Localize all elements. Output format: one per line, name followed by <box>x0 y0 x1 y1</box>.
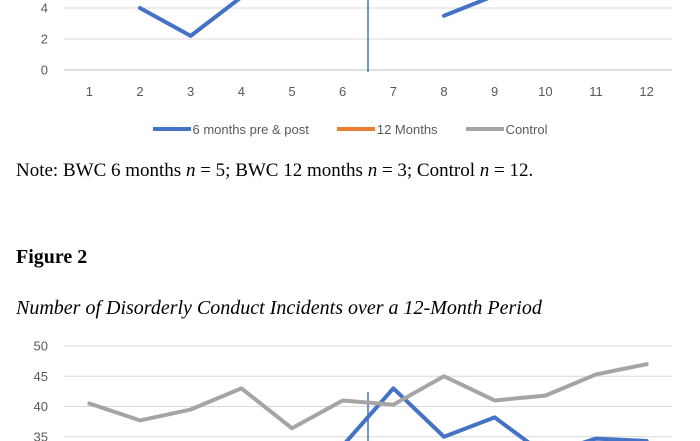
bottom-y-tick-label: 35 <box>34 429 48 441</box>
bottom-series-0-line-0 <box>344 386 649 441</box>
bottom-y-tick-label: 50 <box>34 339 48 354</box>
figure1-chart: 024 1 2 3 4 5 6 7 8 9 10 11 12 <box>41 0 672 99</box>
top-x-tick-label: 3 <box>187 84 194 99</box>
top-x-tick-label: 5 <box>288 84 295 99</box>
top-y-tick-label: 2 <box>41 32 48 47</box>
legend-label-12-months: 12 Months <box>376 121 438 137</box>
note-n1-var: n <box>185 160 196 181</box>
bottom-y-tick-label: 40 <box>34 399 48 414</box>
legend-item-control: Control <box>465 121 548 137</box>
figure1-legend: 6 months pre & post 12 Months Control <box>0 118 700 140</box>
legend-swatch-12-months <box>336 127 375 131</box>
bottom-y-ticks: 35 40 45 50 <box>34 339 48 441</box>
top-x-tick-label: 9 <box>491 84 498 99</box>
top-x-tick-label: 4 <box>238 84 245 99</box>
top-x-tick-label: 8 <box>440 84 447 99</box>
bottom-series <box>87 362 649 441</box>
top-x-tick-label: 1 <box>86 84 93 99</box>
top-y-ticks: 0 2 4 <box>41 1 48 78</box>
note-n1-rest: = 5; BWC 12 months <box>195 160 368 181</box>
top-x-tick-label: 7 <box>390 84 397 99</box>
top-y-tick-label: 4 <box>41 1 48 16</box>
figure2-chart: 35 40 45 50 <box>34 339 672 441</box>
top-series-0-line-0 <box>138 0 241 38</box>
top-x-tick-label: 12 <box>639 84 653 99</box>
top-x-tick-label: 10 <box>538 84 552 99</box>
note-n3-var: n <box>479 160 490 181</box>
figure2-label: Figure 2 <box>16 246 88 268</box>
figure1-note: Note: BWC 6 months n = 5; BWC 12 months … <box>16 160 533 182</box>
note-prefix: Note: BWC 6 months <box>16 160 186 181</box>
top-series <box>138 0 490 38</box>
legend-item-6-months: 6 months pre & post <box>152 121 309 137</box>
top-x-ticks: 1 2 3 4 5 6 7 8 9 10 11 12 <box>86 84 654 99</box>
top-x-tick-label: 11 <box>589 84 603 99</box>
legend-label-6-months: 6 months pre & post <box>192 121 309 137</box>
legend-swatch-control <box>465 127 504 131</box>
figure2-title: Number of Disorderly Conduct Incidents o… <box>16 297 542 319</box>
legend-item-12-months: 12 Months <box>336 121 438 137</box>
top-y-tick-label: 0 <box>41 63 48 78</box>
bottom-series-1-line-0 <box>87 362 649 431</box>
note-n3-rest: = 12. <box>489 160 534 181</box>
legend-label-control: Control <box>505 121 548 137</box>
note-n2-rest: = 3; Control <box>377 160 480 181</box>
top-series-0-line-2 <box>442 0 490 18</box>
top-x-tick-label: 6 <box>339 84 346 99</box>
legend-swatch-6-months <box>152 127 191 131</box>
note-n2-var: n <box>367 160 378 181</box>
bottom-y-tick-label: 45 <box>34 369 48 384</box>
top-x-tick-label: 2 <box>136 84 143 99</box>
